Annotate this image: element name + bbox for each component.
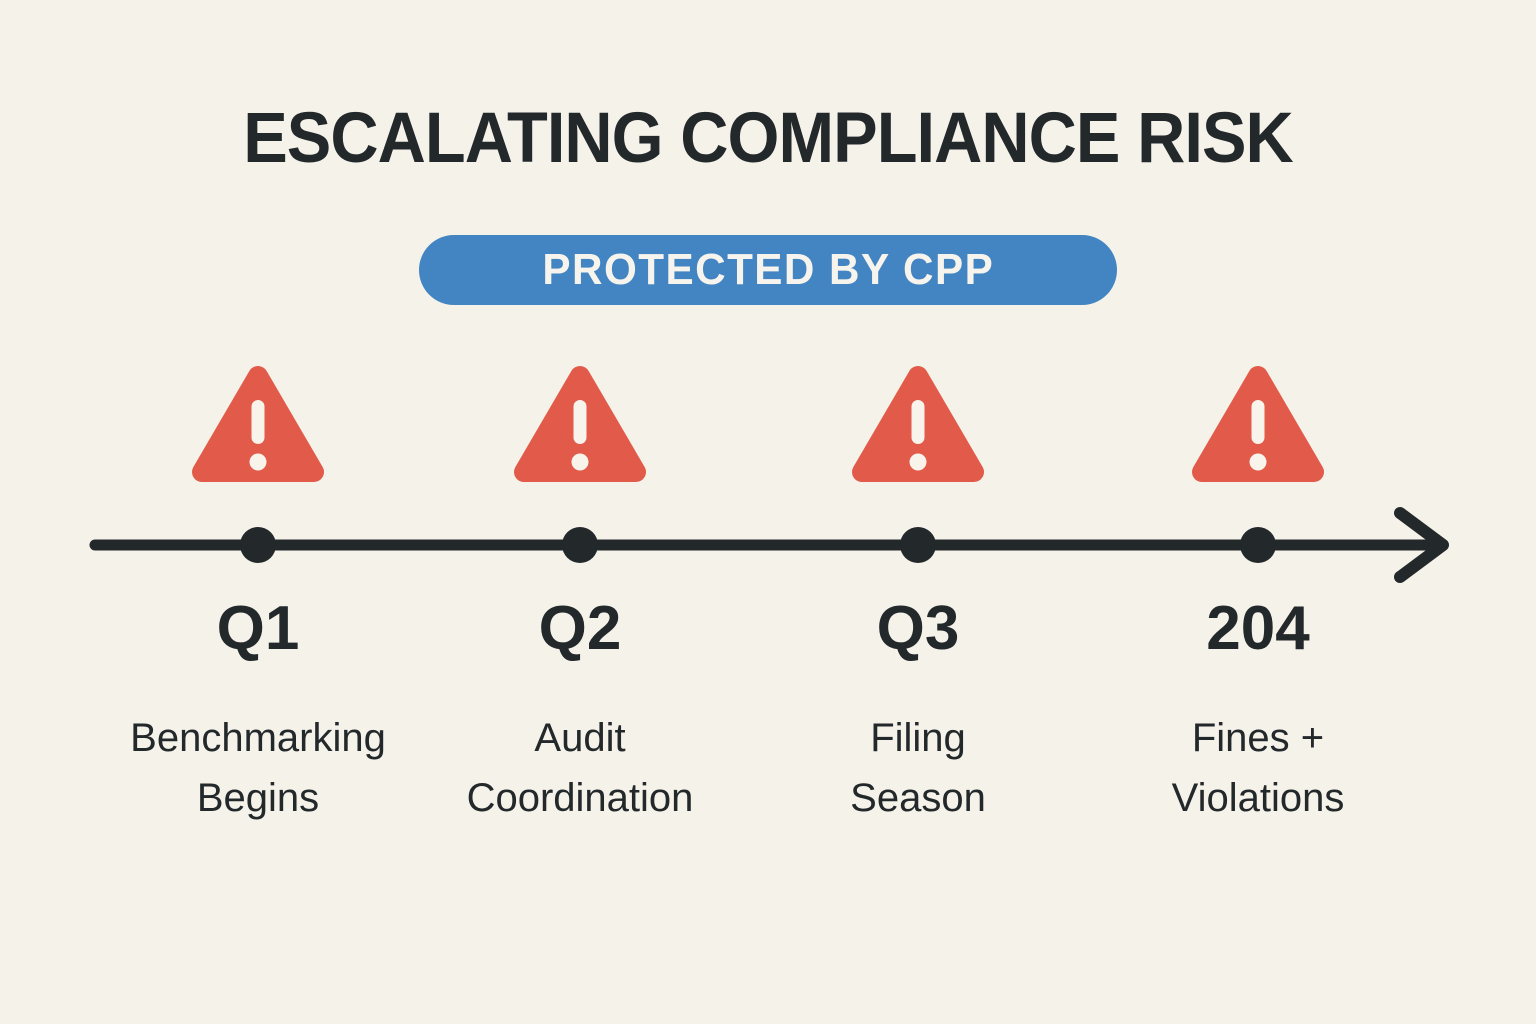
milestone-q1: Q1 Benchmarking Begins (98, 362, 418, 828)
timeline-axis (89, 507, 1449, 583)
warning-triangle-icon (1192, 366, 1324, 482)
milestone-q2: Q2 Audit Coordination (420, 362, 740, 828)
protected-badge-label: PROTECTED BY CPP (542, 245, 994, 294)
milestone-description: Fines + Violations (1171, 716, 1345, 820)
milestone-label: 204 (1206, 594, 1310, 663)
timeline-arrowhead-icon (1394, 507, 1449, 583)
timeline-dot (562, 527, 598, 563)
milestone-label: Q1 (216, 594, 300, 663)
milestone-description: Audit Coordination (466, 716, 694, 820)
milestone-label: Q3 (876, 594, 960, 663)
page-title: ESCALATING COMPLIANCE RISK (243, 99, 1294, 178)
warning-triangle-icon (852, 366, 984, 482)
milestone-description: Benchmarking Begins (130, 716, 386, 820)
warning-triangle-icon (514, 366, 646, 482)
milestone-description: Filing Season (850, 716, 986, 820)
timeline-dot (900, 527, 936, 563)
timeline-dot (1240, 527, 1276, 563)
milestone-204: 204 Fines + Violations (1098, 362, 1418, 828)
warning-triangle-icon (192, 366, 324, 482)
milestone-q3: Q3 Filing Season (758, 362, 1078, 828)
timeline-dot (240, 527, 276, 563)
protected-badge: PROTECTED BY CPP (419, 235, 1117, 305)
milestone-label: Q2 (538, 594, 622, 663)
